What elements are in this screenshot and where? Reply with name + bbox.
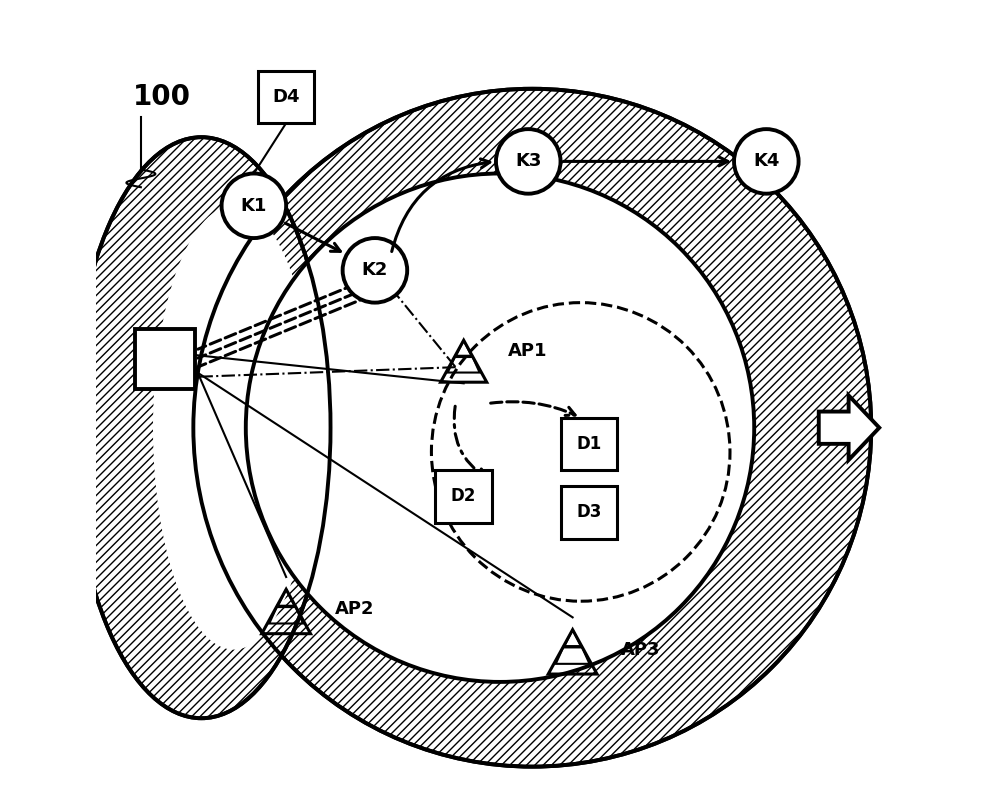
Text: D3: D3	[576, 504, 601, 521]
Text: K4: K4	[753, 153, 779, 170]
Circle shape	[222, 174, 286, 238]
Circle shape	[343, 238, 407, 303]
Bar	[258, 70, 314, 123]
Ellipse shape	[153, 206, 314, 650]
Text: D1: D1	[576, 435, 601, 453]
Text: AP3: AP3	[621, 641, 661, 659]
Text: D2: D2	[451, 487, 476, 505]
Text: AP2: AP2	[335, 600, 374, 618]
Bar	[135, 329, 195, 389]
Bar	[561, 418, 617, 470]
Text: K3: K3	[515, 153, 541, 170]
Text: AP1: AP1	[508, 342, 548, 360]
Bar	[435, 470, 492, 523]
Polygon shape	[819, 395, 879, 460]
Circle shape	[193, 89, 871, 767]
Text: K2: K2	[362, 261, 388, 279]
Text: 100: 100	[133, 83, 191, 111]
Bar	[561, 486, 617, 539]
Text: K1: K1	[241, 197, 267, 215]
Circle shape	[496, 129, 561, 194]
Circle shape	[246, 174, 754, 682]
Text: D4: D4	[272, 88, 300, 106]
Ellipse shape	[72, 137, 331, 718]
Circle shape	[734, 129, 799, 194]
